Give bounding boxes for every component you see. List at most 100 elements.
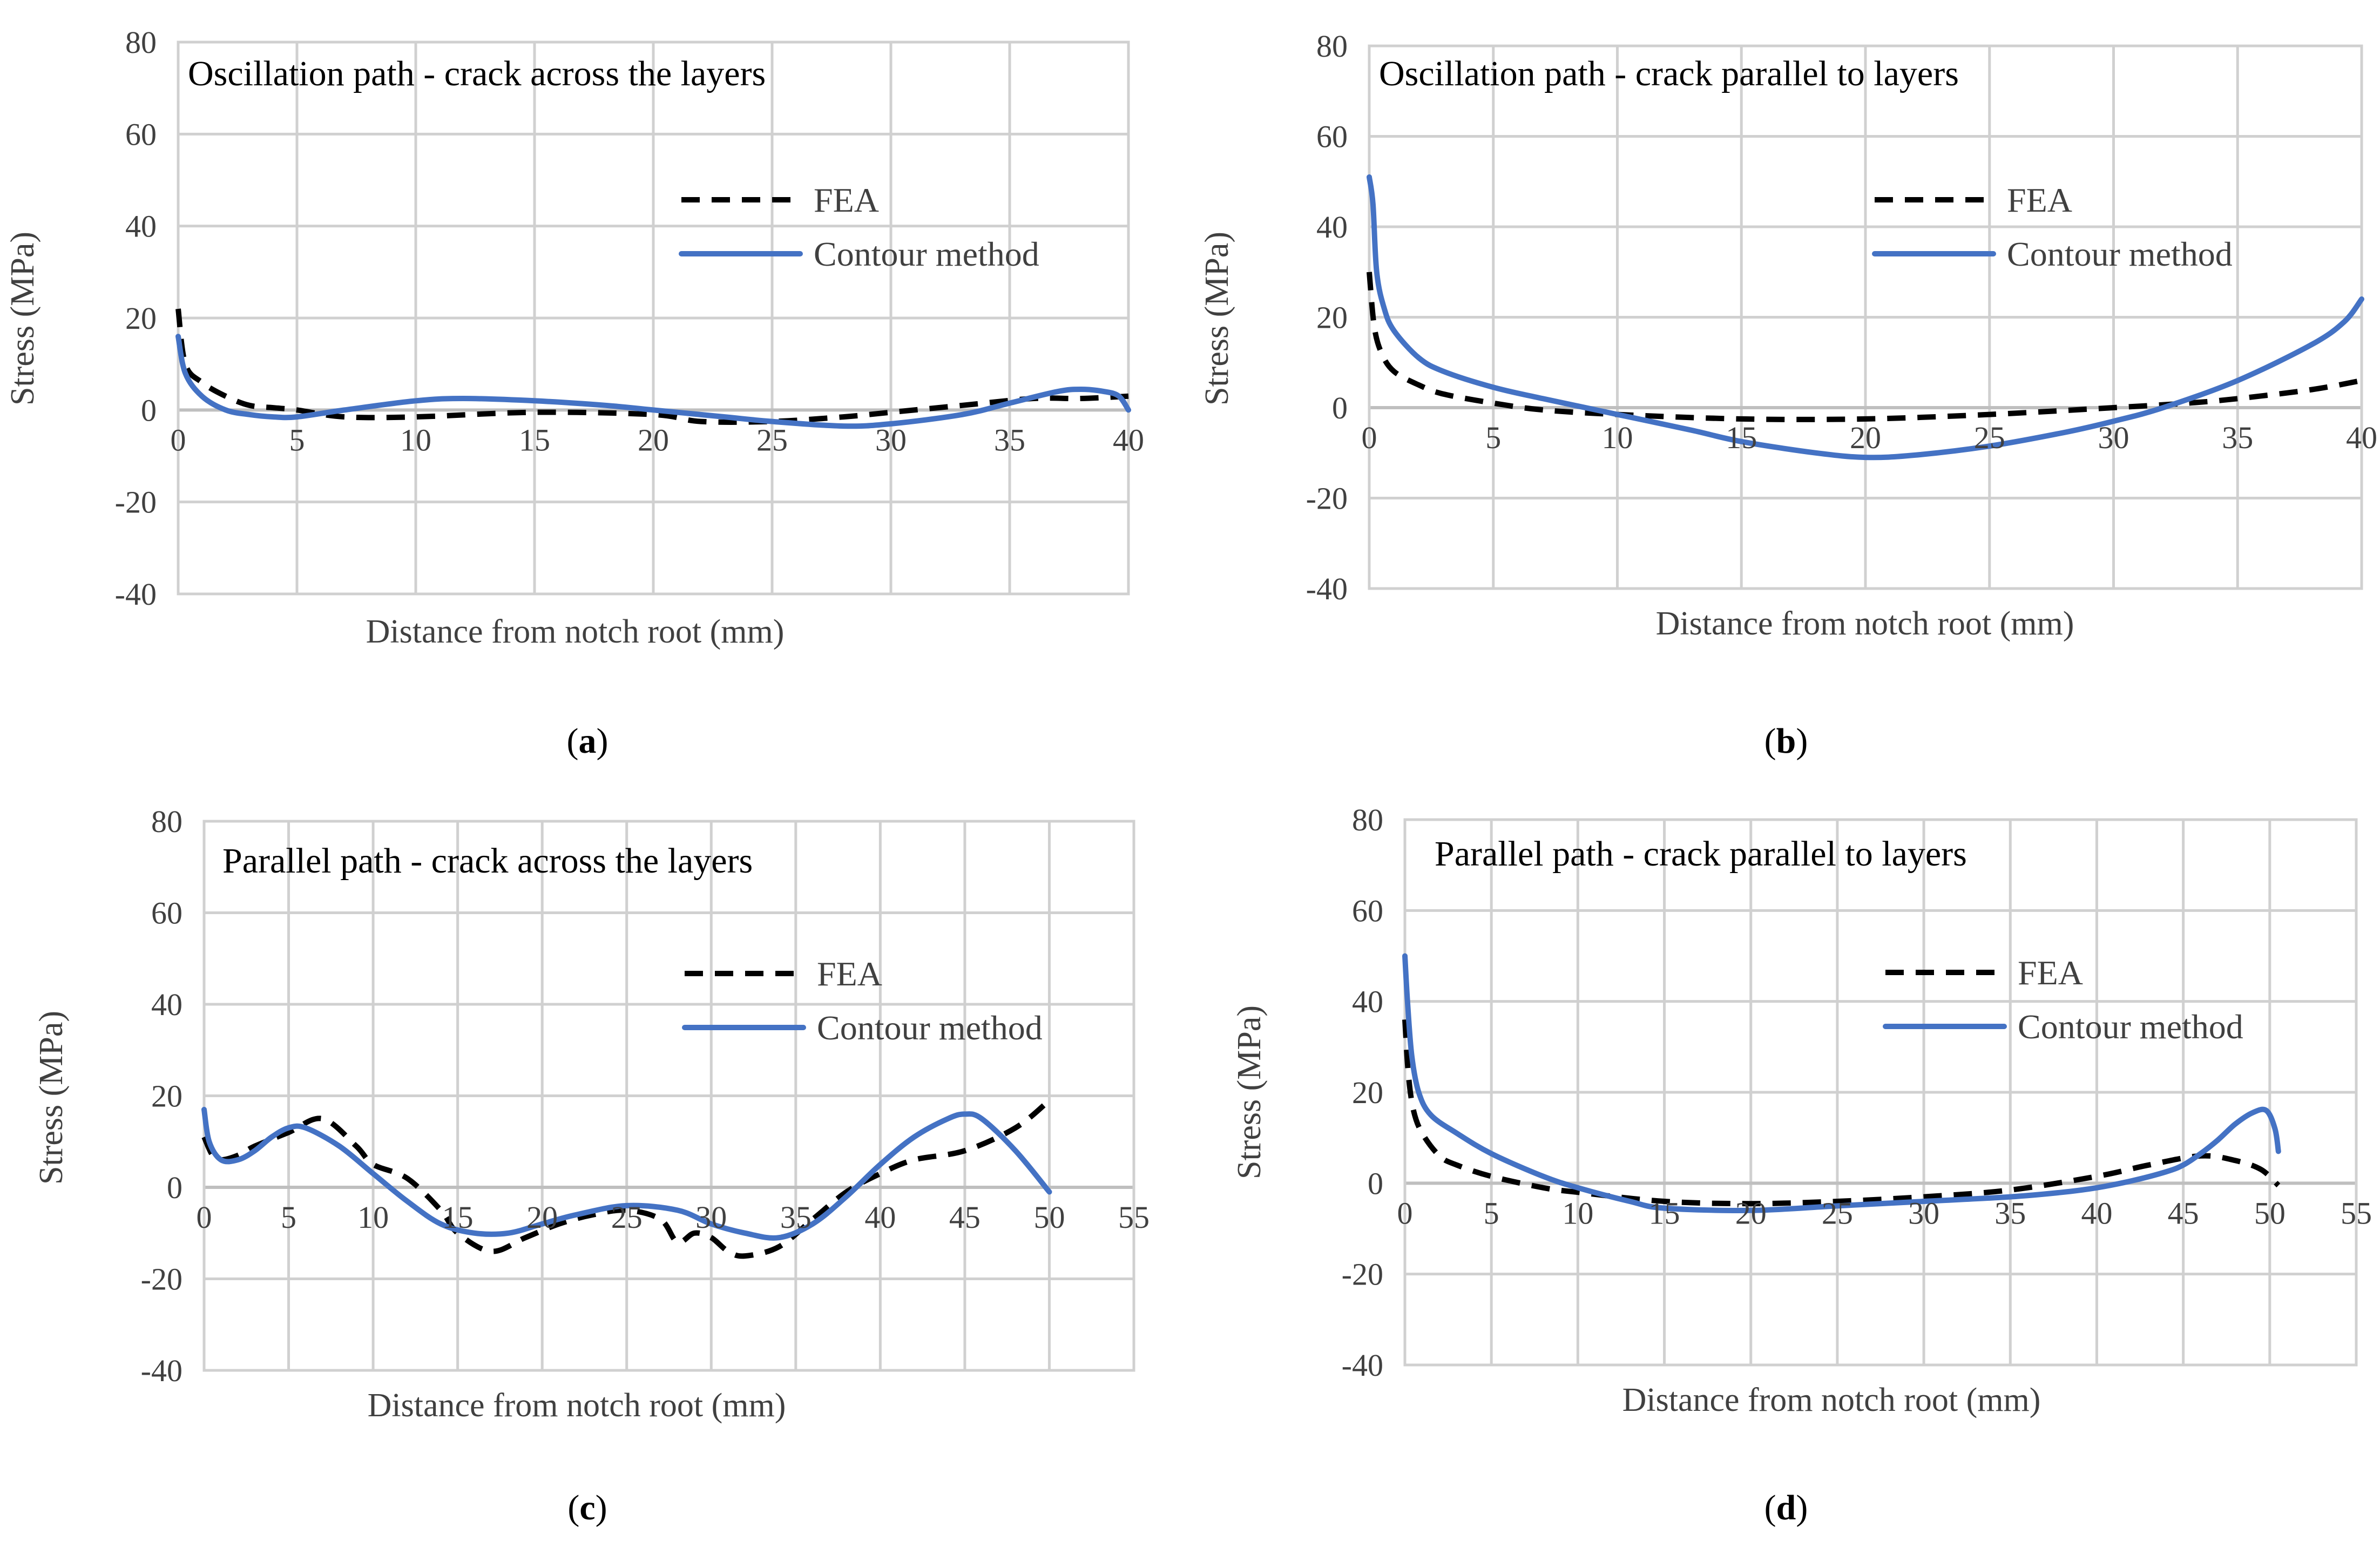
series-line-fea (175, 308, 1129, 425)
y-tick-label: 0 (1332, 390, 1348, 425)
y-axis-title: Stress (MPa) (33, 1011, 70, 1185)
chart-panel-c: -40 -20 0 20 40 60 80 0 5 10 15 20 25 30 35 40 45 50 55 Pa… (33, 804, 1150, 1424)
series-group-b (1367, 174, 2364, 461)
x-tick-label: 30 (875, 422, 907, 457)
legend: FEA Contour method (682, 955, 1043, 1047)
x-tick-label: 45 (949, 1200, 981, 1235)
x-tick-label: 20 (526, 1200, 558, 1235)
chart-panel-a: -40 -20 0 20 40 60 80 0 5 10 15 20 25 30 35 40 Oscillat… (4, 25, 1144, 650)
x-tick-label: 50 (2254, 1195, 2286, 1231)
legend-label-contour: Contour method (814, 235, 1039, 273)
legend: FEA Contour method (1883, 954, 2243, 1046)
x-tick-label: 5 (1484, 1195, 1499, 1231)
x-tick-label: 5 (289, 422, 305, 457)
grid-c (202, 820, 1135, 1372)
tick-labels-b: -40 -20 0 20 40 60 80 0 5 10 15 20 25 30 35 40 (1306, 29, 2377, 606)
legend-label-contour: Contour method (2007, 235, 2233, 273)
x-axis-title: Distance from notch root (mm) (368, 1387, 786, 1424)
x-axis-title: Distance from notch root (mm) (366, 613, 785, 650)
legend-label-fea: FEA (2018, 954, 2083, 992)
x-tick-label: 15 (1649, 1195, 1680, 1231)
legend: FEA Contour method (679, 181, 1039, 273)
x-tick-label: 45 (2168, 1195, 2199, 1231)
y-tick-label: -20 (141, 1262, 182, 1297)
x-tick-label: 35 (780, 1200, 812, 1235)
x-tick-label: 10 (400, 422, 431, 457)
x-axis-title: Distance from notch root (mm) (1656, 605, 2074, 642)
x-tick-label: 30 (1908, 1195, 1939, 1231)
grid-d (1403, 818, 2358, 1367)
series-line-fea (1367, 272, 2362, 422)
y-tick-label: 40 (125, 209, 157, 244)
chart-title: Parallel path - crack across the layers (222, 841, 753, 881)
grid-a (177, 40, 1130, 596)
x-tick-label: 40 (1113, 422, 1144, 457)
y-tick-label: 80 (1352, 802, 1383, 837)
x-tick-label: 0 (171, 422, 186, 457)
y-tick-label: 0 (167, 1170, 182, 1205)
grid-b (1368, 44, 2363, 590)
legend-label-fea: FEA (814, 181, 879, 219)
y-tick-label: 20 (125, 301, 157, 336)
x-tick-label: 10 (1602, 420, 1633, 455)
x-tick-label: 20 (638, 422, 669, 457)
y-tick-label: -40 (115, 577, 157, 612)
plot-area (1368, 44, 2363, 590)
x-tick-label: 10 (1562, 1195, 1593, 1231)
x-tick-label: 25 (756, 422, 788, 457)
x-tick-label: 15 (519, 422, 550, 457)
x-tick-label: 25 (611, 1200, 643, 1235)
x-tick-label: 30 (2098, 420, 2129, 455)
y-tick-label: 40 (1316, 209, 1348, 245)
legend-label-fea: FEA (817, 955, 882, 993)
y-axis-title: Stress (MPa) (1199, 232, 1235, 405)
legend-label-contour: Contour method (2018, 1008, 2243, 1046)
x-tick-label: 15 (442, 1200, 474, 1235)
caption-b: (b) (1764, 721, 1808, 761)
y-tick-label: -20 (115, 485, 157, 520)
y-tick-label: 60 (151, 896, 182, 931)
y-tick-label: 80 (1316, 29, 1348, 64)
series-group-c (201, 1098, 1052, 1259)
y-tick-label: 20 (151, 1079, 182, 1114)
x-tick-label: 20 (1735, 1195, 1767, 1231)
x-tick-label: 55 (2341, 1195, 2372, 1231)
x-tick-label: 5 (1485, 420, 1501, 455)
series-line-contour (1402, 953, 2281, 1213)
y-tick-label: 0 (1368, 1166, 1383, 1201)
y-tick-label: 60 (125, 117, 157, 152)
x-tick-label: 55 (1118, 1200, 1150, 1235)
y-tick-label: 60 (1352, 893, 1383, 928)
series-line-contour (175, 334, 1131, 429)
x-tick-label: 40 (2081, 1195, 2112, 1231)
plot-area (202, 820, 1135, 1372)
y-tick-label: -20 (1306, 481, 1348, 516)
y-tick-label: 80 (125, 25, 157, 60)
x-tick-label: 25 (1822, 1195, 1853, 1231)
chart-title: Oscillation path - crack parallel to lay… (1379, 54, 1959, 93)
y-tick-label: 0 (141, 393, 157, 428)
x-tick-label: 35 (2222, 420, 2253, 455)
series-group-d (1402, 953, 2281, 1213)
x-tick-label: 40 (864, 1200, 896, 1235)
y-tick-label: -40 (141, 1353, 182, 1388)
legend-label-fea: FEA (2007, 181, 2072, 219)
x-tick-label: 25 (1974, 420, 2005, 455)
y-tick-label: -40 (1342, 1348, 1383, 1383)
caption-c: (c) (567, 1488, 607, 1527)
x-tick-label: 35 (1994, 1195, 2026, 1231)
x-axis-title: Distance from notch root (mm) (1622, 1382, 2041, 1418)
legend-label-contour: Contour method (817, 1009, 1043, 1047)
y-tick-label: 60 (1316, 119, 1348, 154)
series-line-fea (201, 1098, 1051, 1259)
y-axis-title: Stress (MPa) (1231, 1005, 1268, 1179)
y-tick-label: -40 (1306, 571, 1348, 606)
y-tick-label: -20 (1342, 1257, 1383, 1292)
y-tick-label: 20 (1316, 300, 1348, 335)
x-tick-label: 5 (281, 1200, 296, 1235)
legend: FEA Contour method (1872, 181, 2233, 273)
y-tick-label: 80 (151, 804, 182, 839)
series-line-fea (1402, 1019, 2281, 1207)
x-tick-label: 0 (197, 1200, 212, 1235)
series-group-a (175, 308, 1131, 429)
